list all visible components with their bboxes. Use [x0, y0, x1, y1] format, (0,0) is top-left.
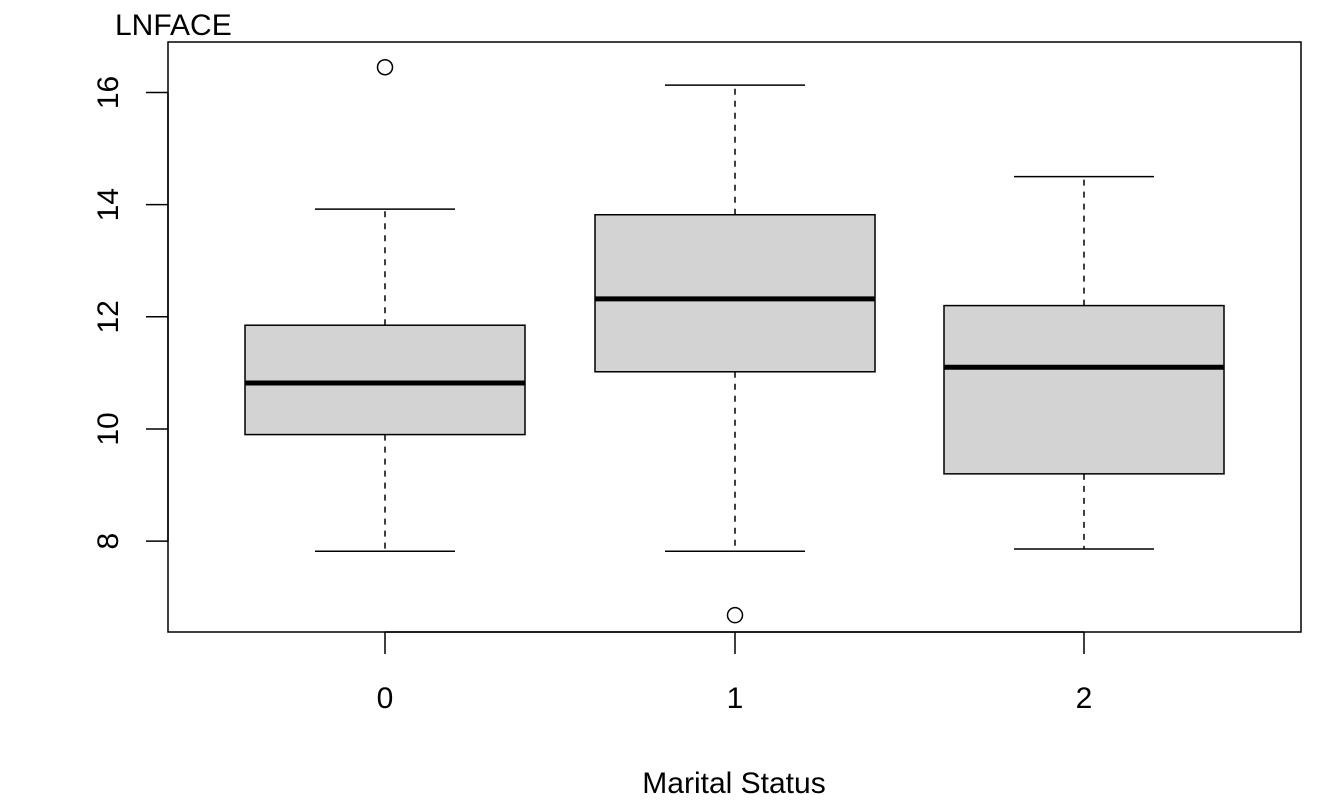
outlier-point — [376, 58, 394, 76]
y-tick-label: 12 — [92, 300, 125, 333]
outlier-point — [726, 606, 744, 624]
y-tick-label: 10 — [92, 412, 125, 445]
box-group-2 — [943, 175, 1225, 550]
boxes-layer — [244, 58, 1225, 624]
y-axis: 8 10 12 14 16 — [92, 76, 169, 550]
iqr-box — [244, 324, 526, 436]
x-axis-label: Marital Status — [642, 767, 825, 800]
y-tick-label: 8 — [92, 533, 125, 550]
y-tick-label: 16 — [92, 76, 125, 109]
box-group-0 — [244, 58, 526, 552]
x-tick-label: 2 — [1076, 682, 1093, 715]
box-group-1 — [594, 84, 876, 624]
iqr-box — [594, 213, 876, 373]
x-tick-label: 1 — [727, 682, 744, 715]
x-axis: 0 1 2 — [377, 631, 1093, 715]
y-tick-label: 14 — [92, 188, 125, 221]
x-tick-label: 0 — [377, 682, 394, 715]
y-axis-label: LNFACE — [115, 9, 232, 42]
iqr-box — [943, 304, 1225, 475]
